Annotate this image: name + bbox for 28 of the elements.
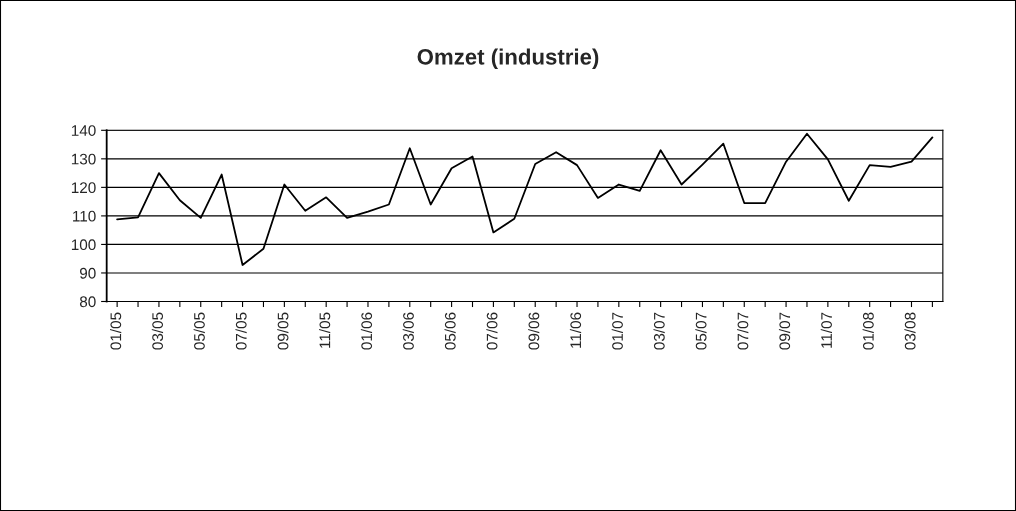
x-tick-label: 11/05 — [319, 312, 331, 348]
x-tick-label: 01/06 — [360, 312, 373, 350]
x-tick-label: 09/06 — [528, 312, 540, 350]
x-tick-label: 03/06 — [402, 312, 414, 350]
x-tick-label: 09/05 — [277, 312, 289, 350]
x-tick-label: 01/05 — [110, 312, 122, 350]
x-tick-label: 11/06 — [569, 312, 582, 348]
x-tick-label: 07/06 — [486, 312, 498, 350]
x-tick-label: 09/07 — [778, 312, 791, 350]
chart-title: Omzet (industrie) — [417, 48, 599, 70]
x-tick-label: 03/07 — [653, 312, 665, 350]
y-tick-label: 80 — [79, 296, 96, 308]
x-tick-label: 07/05 — [235, 312, 247, 350]
x-tick-label: 01/07 — [611, 312, 623, 350]
y-tick-label: 100 — [71, 239, 96, 251]
x-tick-label: 01/08 — [862, 312, 874, 350]
x-tick-label: 07/07 — [737, 312, 749, 350]
y-tick-label: 130 — [71, 153, 96, 165]
x-tick-label: 05/06 — [444, 312, 456, 350]
x-tick-label: 05/07 — [695, 312, 707, 350]
y-tick-label: 140 — [71, 125, 96, 136]
x-tick-label: 11/07 — [820, 312, 832, 348]
x-tick-label: 05/05 — [193, 312, 205, 350]
x-tick-label: 03/05 — [151, 312, 164, 350]
y-tick-label: 110 — [73, 210, 96, 222]
y-tick-label: 120 — [71, 182, 96, 194]
x-tick-label: 03/08 — [904, 312, 916, 350]
y-tick-label: 90 — [79, 267, 96, 279]
